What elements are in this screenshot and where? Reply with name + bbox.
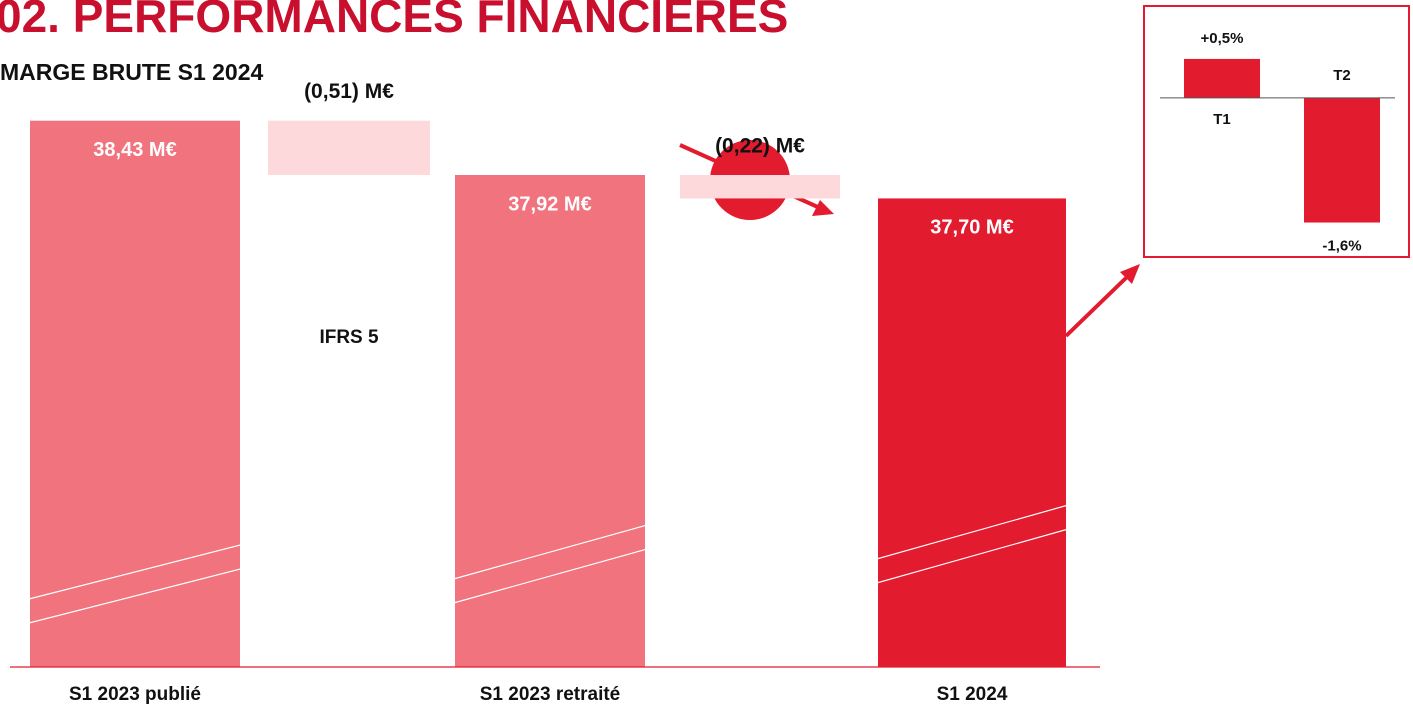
- x-tick-label: S1 2023 publié: [69, 684, 201, 705]
- axis-break: [449, 519, 666, 581]
- value-label: 37,70 M€: [930, 217, 1013, 239]
- axis-break: [449, 543, 666, 605]
- axis-break: [872, 499, 1087, 561]
- x-tick-label: T2: [1333, 67, 1351, 84]
- value-label: 37,92 M€: [508, 193, 591, 215]
- value-label: 38,43 M€: [93, 139, 176, 161]
- value-label: (0,51) M€: [304, 80, 394, 103]
- value-label: +0,5%: [1201, 30, 1244, 47]
- bar: [455, 175, 645, 667]
- bar: [1304, 97, 1380, 223]
- bar: [878, 198, 1066, 667]
- x-tick-label: S1 2023 retraité: [480, 684, 621, 705]
- value-label: -1,6%: [1322, 237, 1361, 254]
- x-tick-label: S1 2024: [937, 684, 1008, 705]
- value-label: (0,22) M€: [715, 135, 805, 158]
- bar: [30, 120, 240, 667]
- x-tick-label: T1: [1213, 111, 1231, 128]
- connector-arrow: [1064, 274, 1130, 338]
- axis-break: [872, 523, 1087, 585]
- arrow-head: [812, 200, 834, 216]
- slide-subtitle: MARGE BRUTE S1 2024: [0, 59, 264, 85]
- axis-break: [24, 539, 261, 601]
- axis-break: [24, 563, 261, 625]
- slide-title: 02. PERFORMANCES FINANCIÈRES: [0, 0, 788, 42]
- bar: [1184, 58, 1260, 98]
- delta-bar: [680, 175, 840, 199]
- annotation: IFRS 5: [319, 327, 379, 348]
- arrow-head: [1120, 264, 1140, 284]
- delta-bar: [268, 120, 430, 176]
